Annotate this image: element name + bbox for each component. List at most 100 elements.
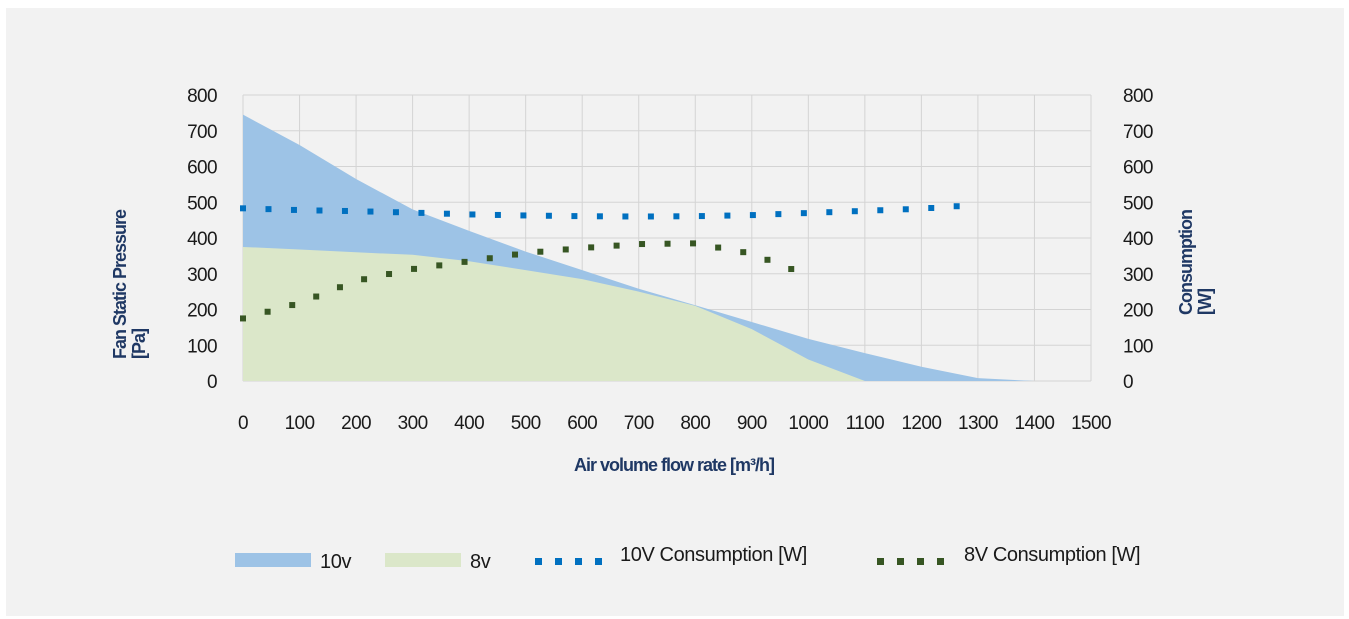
consumption-series [240, 203, 960, 322]
data-point [902, 206, 909, 213]
data-point [749, 212, 756, 219]
y-tick-label-right: 500 [1123, 193, 1153, 214]
x-tick-label: 400 [454, 413, 484, 434]
data-point [264, 308, 271, 315]
data-point [639, 241, 646, 248]
y-axis-title-right: Consumption [W] [1176, 206, 1215, 315]
data-point [664, 240, 671, 247]
data-point [520, 212, 527, 219]
y-axis-title-right-line1: Consumption [1176, 210, 1196, 315]
x-tick-label: 100 [285, 413, 315, 434]
data-point [418, 209, 425, 216]
data-point [290, 206, 297, 213]
y-axis-title-left: Fan Static Pressure [Pa] [110, 206, 149, 359]
data-point [289, 302, 296, 309]
y-tick-label-left: 600 [187, 158, 217, 179]
legend-swatch-8v-consumption [877, 558, 944, 565]
y-tick-label-right: 200 [1123, 301, 1153, 322]
data-point [436, 262, 443, 269]
data-point [764, 256, 771, 263]
data-point [613, 242, 620, 249]
data-point [469, 211, 476, 218]
x-tick-label: 800 [680, 413, 710, 434]
y-tick-label-left: 800 [187, 86, 217, 107]
data-point [512, 251, 519, 258]
y-tick-label-right: 100 [1123, 336, 1153, 357]
data-point [240, 315, 246, 322]
data-point [673, 213, 680, 220]
x-tick-label: 1400 [1015, 413, 1055, 434]
x-axis-title: Air volume flow rate [m³/h] [574, 455, 774, 475]
legend: 10v 8v 10V Consumption [W] 8V Consumptio… [235, 544, 1141, 573]
data-point [788, 266, 795, 273]
data-point [386, 271, 393, 278]
y-tick-label-left: 300 [187, 265, 217, 286]
data-point [647, 213, 654, 220]
y-axis-title-left-line2: [Pa] [129, 329, 149, 359]
data-point [588, 244, 595, 251]
data-point [698, 213, 705, 220]
area-8v [243, 246, 865, 381]
data-point [361, 276, 368, 283]
data-point [562, 246, 569, 253]
chart: 0 100 200 300 400 500 600 700 800 900 1000 1100 1200… [110, 86, 1215, 573]
y-tick-label-left: 100 [187, 336, 217, 357]
data-point [715, 244, 722, 251]
data-point [313, 293, 320, 300]
y-tick-label-right: 800 [1123, 86, 1153, 107]
x-tick-label: 700 [624, 413, 654, 434]
y-tick-label-left: 500 [187, 193, 217, 214]
y-tick-label-right: 700 [1123, 122, 1153, 143]
x-tick-label: 900 [737, 413, 767, 434]
data-point [341, 207, 348, 214]
x-tick-label: 0 [238, 413, 248, 434]
data-point [622, 213, 629, 220]
data-point [571, 213, 578, 220]
data-point [443, 210, 450, 217]
x-tick-label: 1000 [788, 413, 828, 434]
chart-frame: 0 100 200 300 400 500 600 700 800 900 1000 1100 1200… [6, 8, 1344, 616]
data-point [537, 248, 544, 255]
y-tick-label-left: 200 [187, 301, 217, 322]
data-point [826, 209, 833, 216]
data-point [486, 255, 493, 262]
y-axis-title-right-line2: [W] [1195, 289, 1215, 315]
x-tick-label: 300 [398, 413, 428, 434]
y-tick-label-right: 300 [1123, 265, 1153, 286]
x-tick-label: 600 [567, 413, 597, 434]
data-point [316, 207, 323, 214]
legend-label-10v: 10v [320, 551, 351, 573]
data-point [877, 207, 884, 214]
data-point [494, 211, 501, 218]
data-point [740, 249, 747, 256]
data-point [690, 240, 697, 247]
data-point [851, 208, 858, 215]
axes: 0 100 200 300 400 500 600 700 800 900 1000 1100 1200… [187, 86, 1153, 434]
legend-swatch-10v [235, 553, 311, 567]
data-point [953, 203, 960, 210]
area-series [243, 114, 1035, 381]
y-tick-label-right: 400 [1123, 229, 1153, 250]
x-tick-label: 1100 [846, 413, 884, 434]
y-tick-label-left: 700 [187, 122, 217, 143]
data-point [265, 206, 272, 213]
data-point [461, 258, 468, 265]
y-tick-label-right: 0 [1123, 372, 1133, 393]
x-tick-label: 1500 [1071, 413, 1111, 434]
data-point [545, 212, 552, 219]
legend-label-8v-consumption: 8V Consumption [W] [964, 544, 1140, 566]
data-point [724, 212, 731, 219]
x-tick-label: 1300 [958, 413, 998, 434]
data-point [240, 205, 246, 212]
x-tick-label: 500 [511, 413, 541, 434]
data-point [596, 213, 603, 220]
x-tick-label: 200 [341, 413, 371, 434]
x-tick-label: 1200 [901, 413, 941, 434]
legend-label-10v-consumption: 10V Consumption [W] [620, 544, 807, 566]
y-axis-title-left-line1: Fan Static Pressure [110, 209, 130, 359]
data-point [392, 209, 399, 216]
data-point [800, 210, 807, 217]
y-tick-label-right: 600 [1123, 158, 1153, 179]
legend-swatch-8v [385, 553, 461, 567]
data-point [336, 284, 343, 291]
